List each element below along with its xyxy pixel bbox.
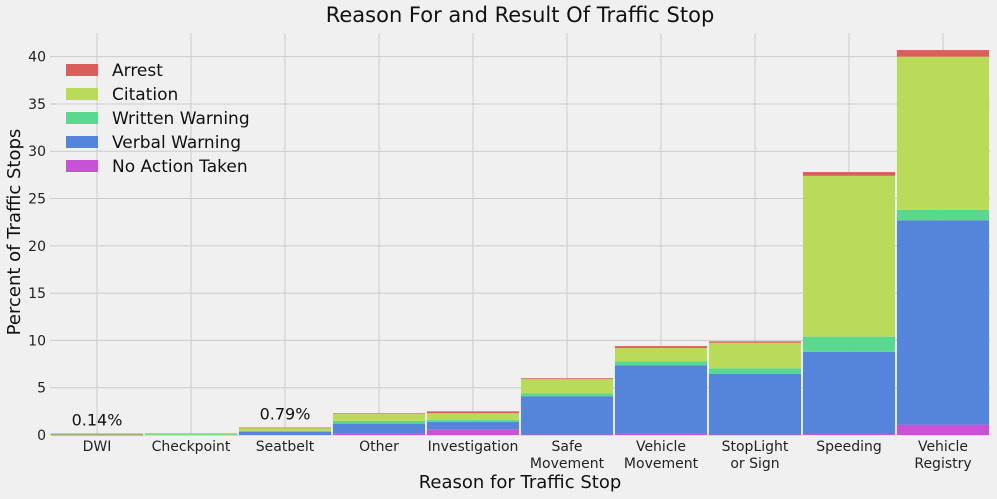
legend: Arrest Citation Written Warning Verbal Warn… [66,61,250,177]
y-axis-title: Percent of Traffic Stops [4,129,25,336]
bar-segment [332,433,426,435]
y-tick-label: 25 [28,192,46,208]
bar-segment [238,431,332,435]
legend-swatch [66,112,98,124]
bar-segment [802,351,896,435]
bar-segment [614,361,708,366]
annotations: 0.14% 0.79% [72,405,311,430]
bar-segment [708,341,802,343]
bar-segment [520,434,614,436]
bar-segment [802,172,896,176]
bars [50,50,990,436]
x-tick-label: Seatbelt [256,439,315,455]
bar-segment [144,432,238,435]
bar-segment [802,175,896,337]
legend-swatch [66,136,98,148]
legend-swatch [66,64,98,76]
legend-label: Verbal Warning [112,133,241,153]
y-tick-label: 0 [37,428,46,444]
bar-segment [50,433,144,435]
x-tick-label: Movement [530,456,605,472]
x-axis-title: Reason for Traffic Stop [419,472,622,493]
legend-label: Arrest [112,61,163,81]
y-axis-ticks: 0 5 10 15 20 25 30 35 40 [28,50,46,444]
bar-segment [708,368,802,374]
bar-segment [708,434,802,436]
bar-annotation: 0.79% [260,405,311,424]
bar-segment [144,434,238,435]
bar-segment [708,373,802,435]
bar-segment [520,396,614,435]
x-tick-label: Movement [624,456,699,472]
bar-segment [708,342,802,369]
bar-segment [238,430,332,432]
x-tick-label: Vehicle [918,439,968,455]
x-axis-ticks: DWI Checkpoint Seatbelt Other Investigation S… [83,439,972,472]
bar-segment [426,419,520,422]
x-tick-label: Speeding [816,439,882,455]
x-tick-label: Checkpoint [152,439,231,455]
bar-segment [332,413,426,421]
bar-segment [50,434,144,436]
bar-annotation: 0.14% [72,411,123,430]
bar-segment [426,411,520,414]
bar-segment [896,209,990,221]
bar-segment [520,378,614,380]
y-tick-label: 15 [28,286,46,302]
x-tick-label: DWI [83,439,112,455]
x-tick-label: Vehicle [636,439,686,455]
x-tick-label: Registry [914,456,971,472]
bar-segment [520,379,614,394]
bar-segment [802,434,896,435]
y-tick-label: 35 [28,97,46,113]
chart-title: Reason For and Result Of Traffic Stop [326,3,715,27]
bar-segment [426,413,520,420]
y-tick-label: 40 [28,50,46,66]
legend-label: No Action Taken [112,157,248,177]
x-tick-label: Other [359,439,399,455]
x-tick-label: Safe [551,439,582,455]
bar-segment [332,413,426,414]
bar-segment [614,365,708,434]
legend-label: Citation [112,85,178,105]
bar-segment [238,427,332,431]
bar-segment [332,420,426,424]
y-tick-label: 30 [28,144,46,160]
bar-segment [426,429,520,435]
bar-segment [238,427,332,429]
bar-segment [896,50,990,57]
bar-segment [896,424,990,435]
bar-segment [802,336,896,352]
legend-swatch [66,88,98,100]
bar-segment [896,220,990,425]
bar-segment [520,393,614,397]
x-tick-label: StopLight [722,439,789,455]
bar-segment [896,56,990,210]
legend-swatch [66,160,98,172]
bar-segment [426,421,520,430]
y-tick-label: 5 [37,381,46,397]
bar-segment [332,423,426,434]
bar-segment [614,433,708,435]
x-tick-label: Investigation [428,439,519,455]
bar-segment [614,346,708,348]
bar-segment [614,347,708,362]
legend-label: Written Warning [112,109,250,129]
x-tick-label: or Sign [730,456,779,472]
y-tick-label: 10 [28,333,46,349]
y-tick-label: 20 [28,239,46,255]
